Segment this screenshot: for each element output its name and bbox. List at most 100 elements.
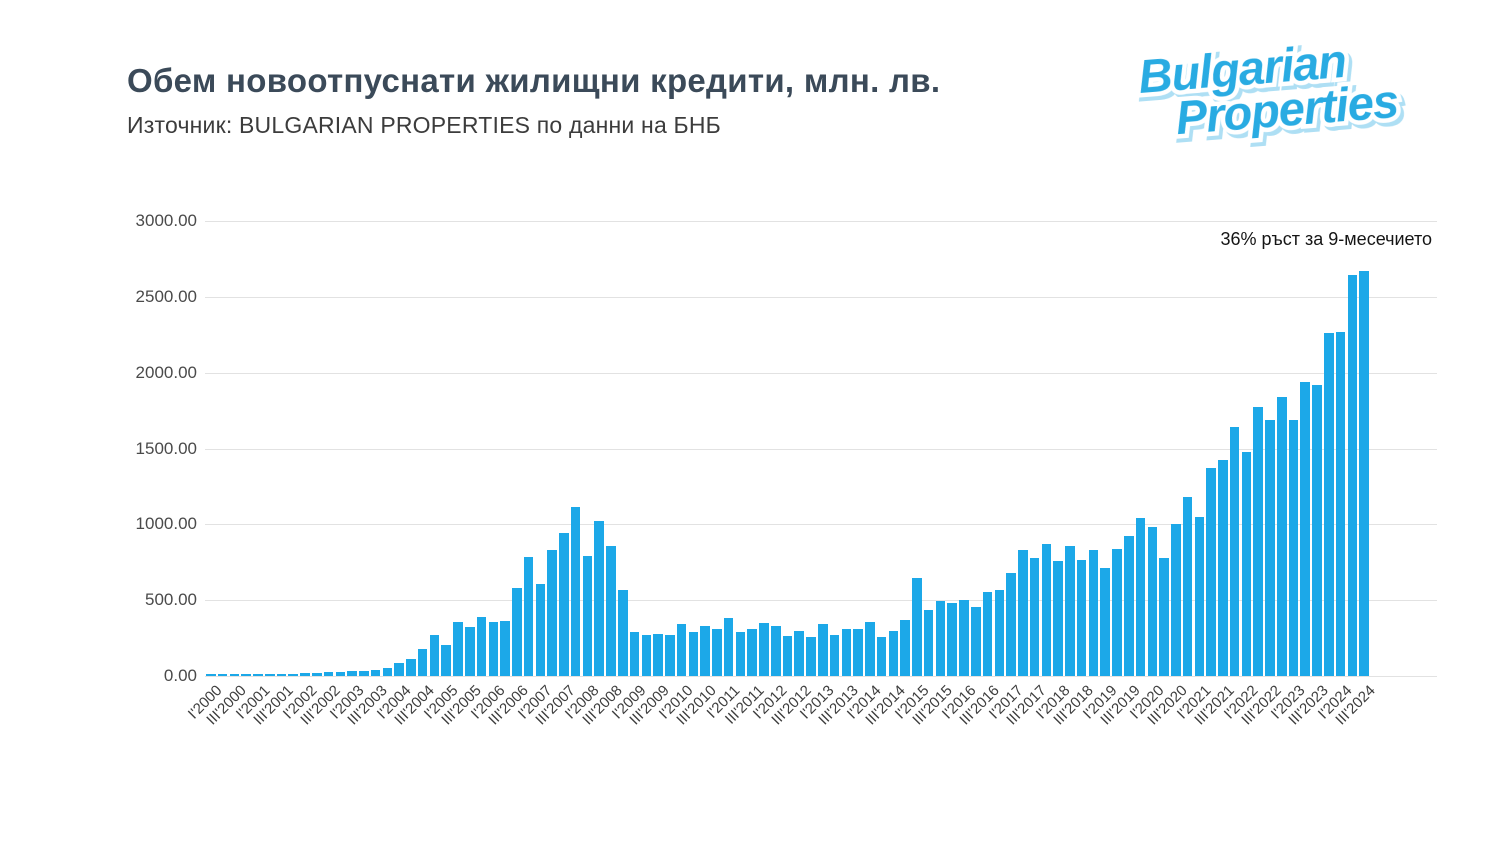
bar-I'2004 bbox=[394, 663, 404, 676]
bar-II'2013 bbox=[829, 634, 840, 676]
y-tick-label: 500.00 bbox=[145, 590, 197, 609]
bar-II'2019 bbox=[1112, 548, 1122, 676]
bar-I'2016 bbox=[959, 600, 969, 676]
y-tick-label: 1500.00 bbox=[135, 439, 197, 458]
bar-IV'2007 bbox=[570, 507, 581, 676]
bar-IV'2002 bbox=[335, 671, 346, 676]
bar-III'2006 bbox=[512, 588, 522, 676]
bar-III'2022 bbox=[1265, 419, 1275, 676]
bar-III'2017 bbox=[1029, 558, 1040, 676]
bar-II'2005 bbox=[453, 621, 463, 676]
bar-II'2009 bbox=[641, 634, 652, 676]
bar-III'2018 bbox=[1076, 559, 1087, 676]
bar-IV'2003 bbox=[382, 668, 393, 676]
bar-I'2020 bbox=[1147, 526, 1158, 676]
bar-II'2001 bbox=[264, 673, 275, 676]
bar-II'2023 bbox=[1300, 381, 1311, 676]
bar-I'2005 bbox=[441, 644, 451, 676]
bar-III'2002 bbox=[323, 672, 334, 676]
gridline-0 bbox=[205, 676, 1437, 677]
bar-III'2009 bbox=[653, 633, 663, 676]
bar-I'2001 bbox=[253, 674, 263, 676]
bar-III'2008 bbox=[606, 546, 616, 676]
gridline-3000 bbox=[205, 221, 1437, 222]
y-tick-label: 1000.00 bbox=[135, 514, 197, 533]
bar-IV'2019 bbox=[1135, 517, 1146, 676]
bar-III'2012 bbox=[794, 630, 805, 676]
bar-IV'2005 bbox=[476, 617, 487, 676]
bar-I'2019 bbox=[1100, 568, 1110, 676]
bar-III'2007 bbox=[559, 532, 569, 676]
bar-I'2023 bbox=[1288, 419, 1299, 676]
bar-IV'2016 bbox=[994, 590, 1005, 676]
bar-IV'2004 bbox=[429, 634, 440, 676]
bar-IV'2013 bbox=[853, 629, 863, 676]
bar-III'2000 bbox=[229, 674, 240, 676]
bar-IV'2006 bbox=[523, 557, 534, 676]
chart-gridlines bbox=[205, 221, 1437, 677]
bar-III'2004 bbox=[417, 649, 428, 676]
bar-I'2022 bbox=[1241, 451, 1252, 676]
bar-IV'2010 bbox=[712, 629, 722, 676]
bar-I'2021 bbox=[1194, 516, 1205, 676]
bar-II'2004 bbox=[406, 659, 416, 676]
bar-I'2017 bbox=[1006, 572, 1016, 676]
bar-II'2007 bbox=[547, 549, 557, 676]
bar-IV'2011 bbox=[759, 623, 769, 676]
bar-II'2006 bbox=[500, 621, 510, 676]
page-title: Обем новоотпуснати жилищни кредити, млн.… bbox=[127, 62, 941, 99]
y-axis-tick-labels: 0.00 500.00 1000.00 1500.00 2000.00 2500.00 30… bbox=[0, 211, 197, 685]
bar-I'2024 bbox=[1335, 332, 1346, 676]
bar-I'2003 bbox=[347, 671, 357, 676]
y-tick-label: 2500.00 bbox=[135, 287, 197, 306]
bar-IV'2015 bbox=[947, 602, 958, 676]
bar-IV'2018 bbox=[1088, 549, 1099, 676]
bar-IV'2017 bbox=[1041, 543, 1052, 676]
bar-I'2012 bbox=[770, 626, 781, 676]
bar-I'2008 bbox=[582, 556, 593, 676]
bar-III'2020 bbox=[1171, 524, 1181, 676]
bar-II'2008 bbox=[594, 521, 604, 676]
bar-I'2018 bbox=[1053, 561, 1063, 676]
bar-I'2009 bbox=[629, 632, 640, 676]
bar-I'2002 bbox=[300, 673, 310, 676]
bar-III'2023 bbox=[1312, 384, 1322, 676]
bar-IV'2021 bbox=[1229, 426, 1240, 676]
bar-II'2010 bbox=[688, 632, 699, 676]
gridline-1500 bbox=[205, 449, 1437, 450]
bar-II'2016 bbox=[971, 607, 981, 676]
gridline-2500 bbox=[205, 297, 1437, 298]
bar-III'2003 bbox=[370, 669, 381, 676]
bar-III'2001 bbox=[276, 673, 287, 676]
bar-III'2010 bbox=[700, 625, 710, 676]
bar-II'2017 bbox=[1018, 549, 1028, 676]
bar-II'2015 bbox=[923, 610, 934, 676]
bar-IV'2008 bbox=[617, 590, 628, 676]
bar-II'2018 bbox=[1065, 545, 1075, 676]
growth-annotation: 36% ръст за 9-месечието bbox=[1220, 229, 1433, 249]
bar-II'2003 bbox=[359, 670, 369, 676]
bar-III'2019 bbox=[1123, 536, 1134, 676]
bar-series bbox=[205, 221, 1370, 676]
bar-I'2007 bbox=[535, 583, 546, 676]
bar-IV'2014 bbox=[900, 620, 910, 676]
bar-IV'2012 bbox=[806, 636, 816, 676]
gridline-1000 bbox=[205, 524, 1437, 525]
bar-II'2000 bbox=[217, 674, 228, 676]
bar-III'2011 bbox=[747, 628, 757, 676]
bar-II'2022 bbox=[1253, 407, 1263, 676]
bar-I'2014 bbox=[865, 622, 875, 676]
y-tick-label: 2000.00 bbox=[135, 363, 197, 382]
bar-IV'2001 bbox=[288, 673, 299, 676]
bar-I'2013 bbox=[818, 623, 828, 676]
bar-III'2021 bbox=[1218, 460, 1228, 676]
bar-III'2024 bbox=[1359, 270, 1369, 676]
bar-I'2010 bbox=[676, 624, 687, 676]
bar-II'2014 bbox=[876, 636, 887, 676]
bar-IV'2000 bbox=[241, 674, 251, 676]
gridline-500 bbox=[205, 600, 1437, 601]
x-axis-tick-labels: I'2000 III'2000 I'2001 III'2001 I'2002 III'20… bbox=[185, 682, 1379, 762]
bar-I'2000 bbox=[206, 674, 216, 676]
bar-I'2011 bbox=[723, 617, 734, 676]
bar-I'2006 bbox=[488, 622, 499, 676]
